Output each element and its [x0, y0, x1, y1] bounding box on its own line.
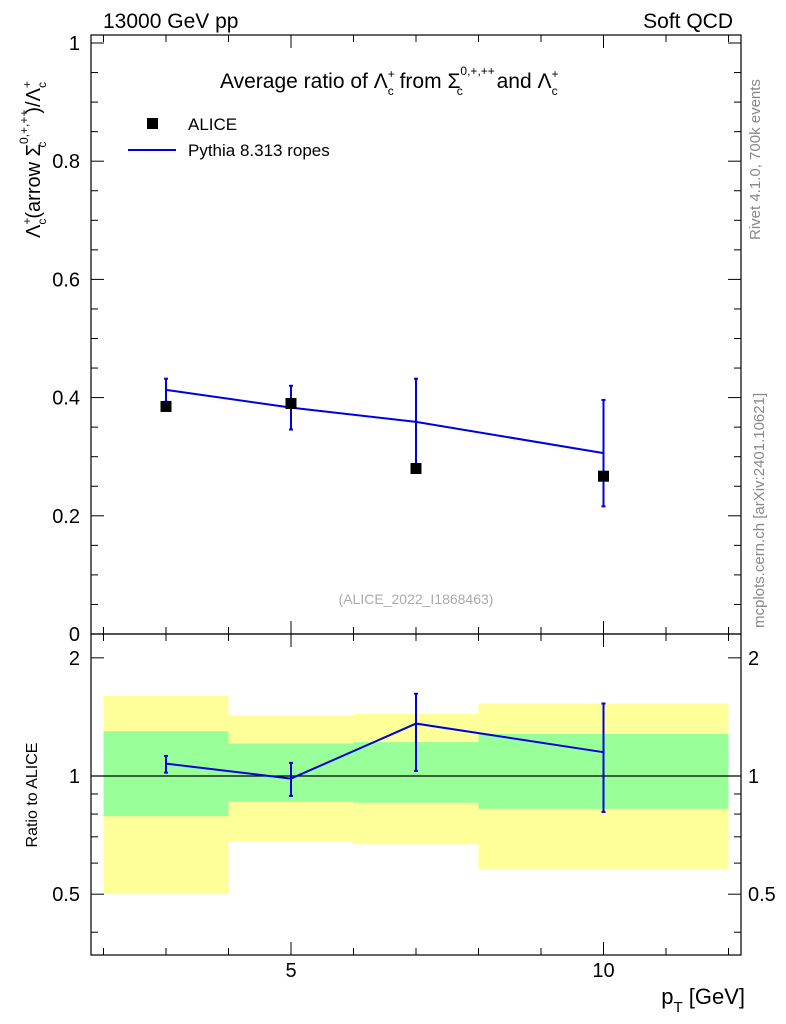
xtick-label: 10 [592, 960, 614, 982]
main-ytick-label: 0.8 [52, 151, 80, 173]
ratio-pythia-line [165, 722, 604, 780]
ratio-ytick-label-right: 0.5 [748, 884, 776, 906]
pythia-series [164, 377, 606, 508]
main-ytick-label: 0 [69, 624, 80, 646]
alice-point [160, 400, 172, 412]
alice-point [410, 463, 422, 475]
ratio-ytick-label: 0.5 [52, 884, 80, 906]
ratio-band-green [103, 731, 229, 817]
legend-alice-label: ALICE [188, 115, 237, 134]
ratio-ytick-label: 2 [69, 648, 80, 670]
analysis-watermark: (ALICE_2022_I1868463) [339, 591, 494, 607]
legend-alice-marker [147, 118, 158, 129]
ratio-ylabel: Ratio to ALICE [24, 743, 41, 848]
rivet-label: Rivet 4.1.0, 700k events [747, 79, 764, 240]
ratio-ytick-label: 1 [69, 766, 80, 788]
alice-series [160, 398, 609, 482]
ratio-ytick-label-right: 2 [748, 648, 759, 670]
ratio-pythia-series [164, 692, 606, 813]
chart-title: Average ratio of Λ+ c from Σ0,+,++ c and Λ… [220, 64, 559, 98]
main-axis-ticks [91, 35, 741, 635]
main-ytick-label: 0.6 [52, 269, 80, 291]
header-left: 13000 GeV pp [103, 10, 238, 33]
x-axis-label: pT [GeV] [661, 984, 745, 1016]
ratio-axis-ticks [91, 634, 741, 955]
main-ytick-label: 1 [69, 33, 80, 55]
main-ytick-label: 0.2 [52, 506, 80, 528]
pythia-line [165, 388, 604, 455]
mcplots-label: mcplots.cern.ch [arXiv:2401.10621] [751, 393, 768, 628]
alice-point [285, 398, 297, 410]
main-ytick-labels: 0 0.2 0.4 0.6 0.8 1 [52, 33, 80, 646]
ratio-ytick-labels: 0.5 1 2 0.5 1 2 [52, 648, 776, 906]
main-ytick-label: 0.4 [52, 388, 80, 410]
xtick-label: 5 [285, 960, 296, 982]
main-ylabel: Λ+c(arrow Σ0,+,++c)/Λ+c [17, 81, 49, 238]
header-right: Soft QCD [643, 10, 733, 33]
legend-pythia-label: Pythia 8.313 ropes [188, 141, 330, 160]
ratio-ytick-label-right: 1 [748, 766, 759, 788]
alice-point [598, 470, 609, 482]
